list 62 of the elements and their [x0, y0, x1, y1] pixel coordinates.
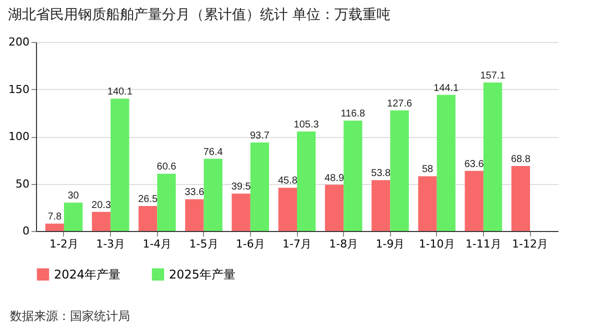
- bar: [64, 202, 83, 231]
- data-label: 45.8: [278, 176, 298, 187]
- bar: [250, 142, 270, 231]
- x-tick-label: 1-10月: [418, 238, 455, 250]
- data-label: 127.6: [387, 98, 412, 110]
- data-label: 30: [68, 190, 80, 202]
- bar: [204, 158, 222, 231]
- chart-title: 湖北省民用钢质船舶产量分月（累计值）统计 单位：万载重吨: [8, 7, 390, 23]
- bar: [324, 184, 344, 231]
- data-label: 76.4: [203, 146, 224, 158]
- bar: [157, 174, 176, 231]
- x-tick-label: 1-12月: [512, 238, 548, 250]
- y-tick-label: 150: [8, 82, 30, 96]
- data-label: 39.5: [231, 182, 252, 193]
- data-label: 53.8: [371, 168, 392, 180]
- data-label: 20.3: [92, 200, 112, 211]
- x-tick-label: 1-4月: [142, 238, 172, 250]
- data-label: 68.8: [510, 154, 531, 165]
- bar: [390, 110, 409, 231]
- x-tick-label: 1-3月: [96, 238, 126, 250]
- bar: [436, 94, 456, 231]
- bar: [297, 131, 316, 231]
- data-label: 60.6: [156, 162, 177, 173]
- bar: [45, 224, 64, 231]
- data-label: 58: [422, 164, 434, 176]
- y-tick-label: 50: [16, 177, 30, 190]
- y-tick-label: 200: [8, 36, 30, 48]
- y-tick-label: 0: [22, 224, 30, 238]
- data-label: 26.5: [138, 194, 158, 205]
- bar: [138, 206, 158, 231]
- data-label: 93.7: [250, 130, 270, 142]
- bar: [92, 212, 111, 231]
- bar: [232, 194, 250, 231]
- data-label: 105.3: [294, 119, 320, 130]
- bar: [483, 82, 502, 231]
- legend-label: 2025年产量: [169, 267, 236, 282]
- bar: [418, 176, 437, 231]
- data-label: 48.9: [324, 172, 344, 184]
- data-label: 140.1: [107, 86, 133, 98]
- x-tick-label: 1-2月: [49, 238, 78, 250]
- bar: [372, 180, 390, 231]
- data-label: 63.6: [464, 158, 484, 170]
- x-tick-label: 1-8月: [329, 238, 358, 250]
- bar: [464, 170, 484, 231]
- bar: [110, 98, 130, 231]
- data-label: 116.8: [340, 108, 366, 120]
- data-label: 7.8: [48, 212, 62, 223]
- x-tick-label: 1-7月: [282, 238, 312, 250]
- bar: [278, 188, 297, 231]
- data-label: 33.6: [184, 187, 205, 198]
- x-tick-label: 1-5月: [189, 238, 218, 250]
- legend-label: 2024年产量: [54, 267, 121, 282]
- x-tick-label: 1-11月: [465, 238, 502, 250]
- x-tick-label: 1-6月: [236, 238, 265, 250]
- y-tick-label: 100: [8, 130, 30, 143]
- data-label: 157.1: [480, 70, 506, 82]
- data-label: 144.1: [434, 82, 460, 94]
- bar: [185, 199, 204, 231]
- bar: [511, 166, 530, 231]
- bar: [344, 120, 362, 231]
- x-tick-label: 1-9月: [376, 238, 405, 250]
- source-note: 数据来源：国家统计局: [10, 308, 130, 325]
